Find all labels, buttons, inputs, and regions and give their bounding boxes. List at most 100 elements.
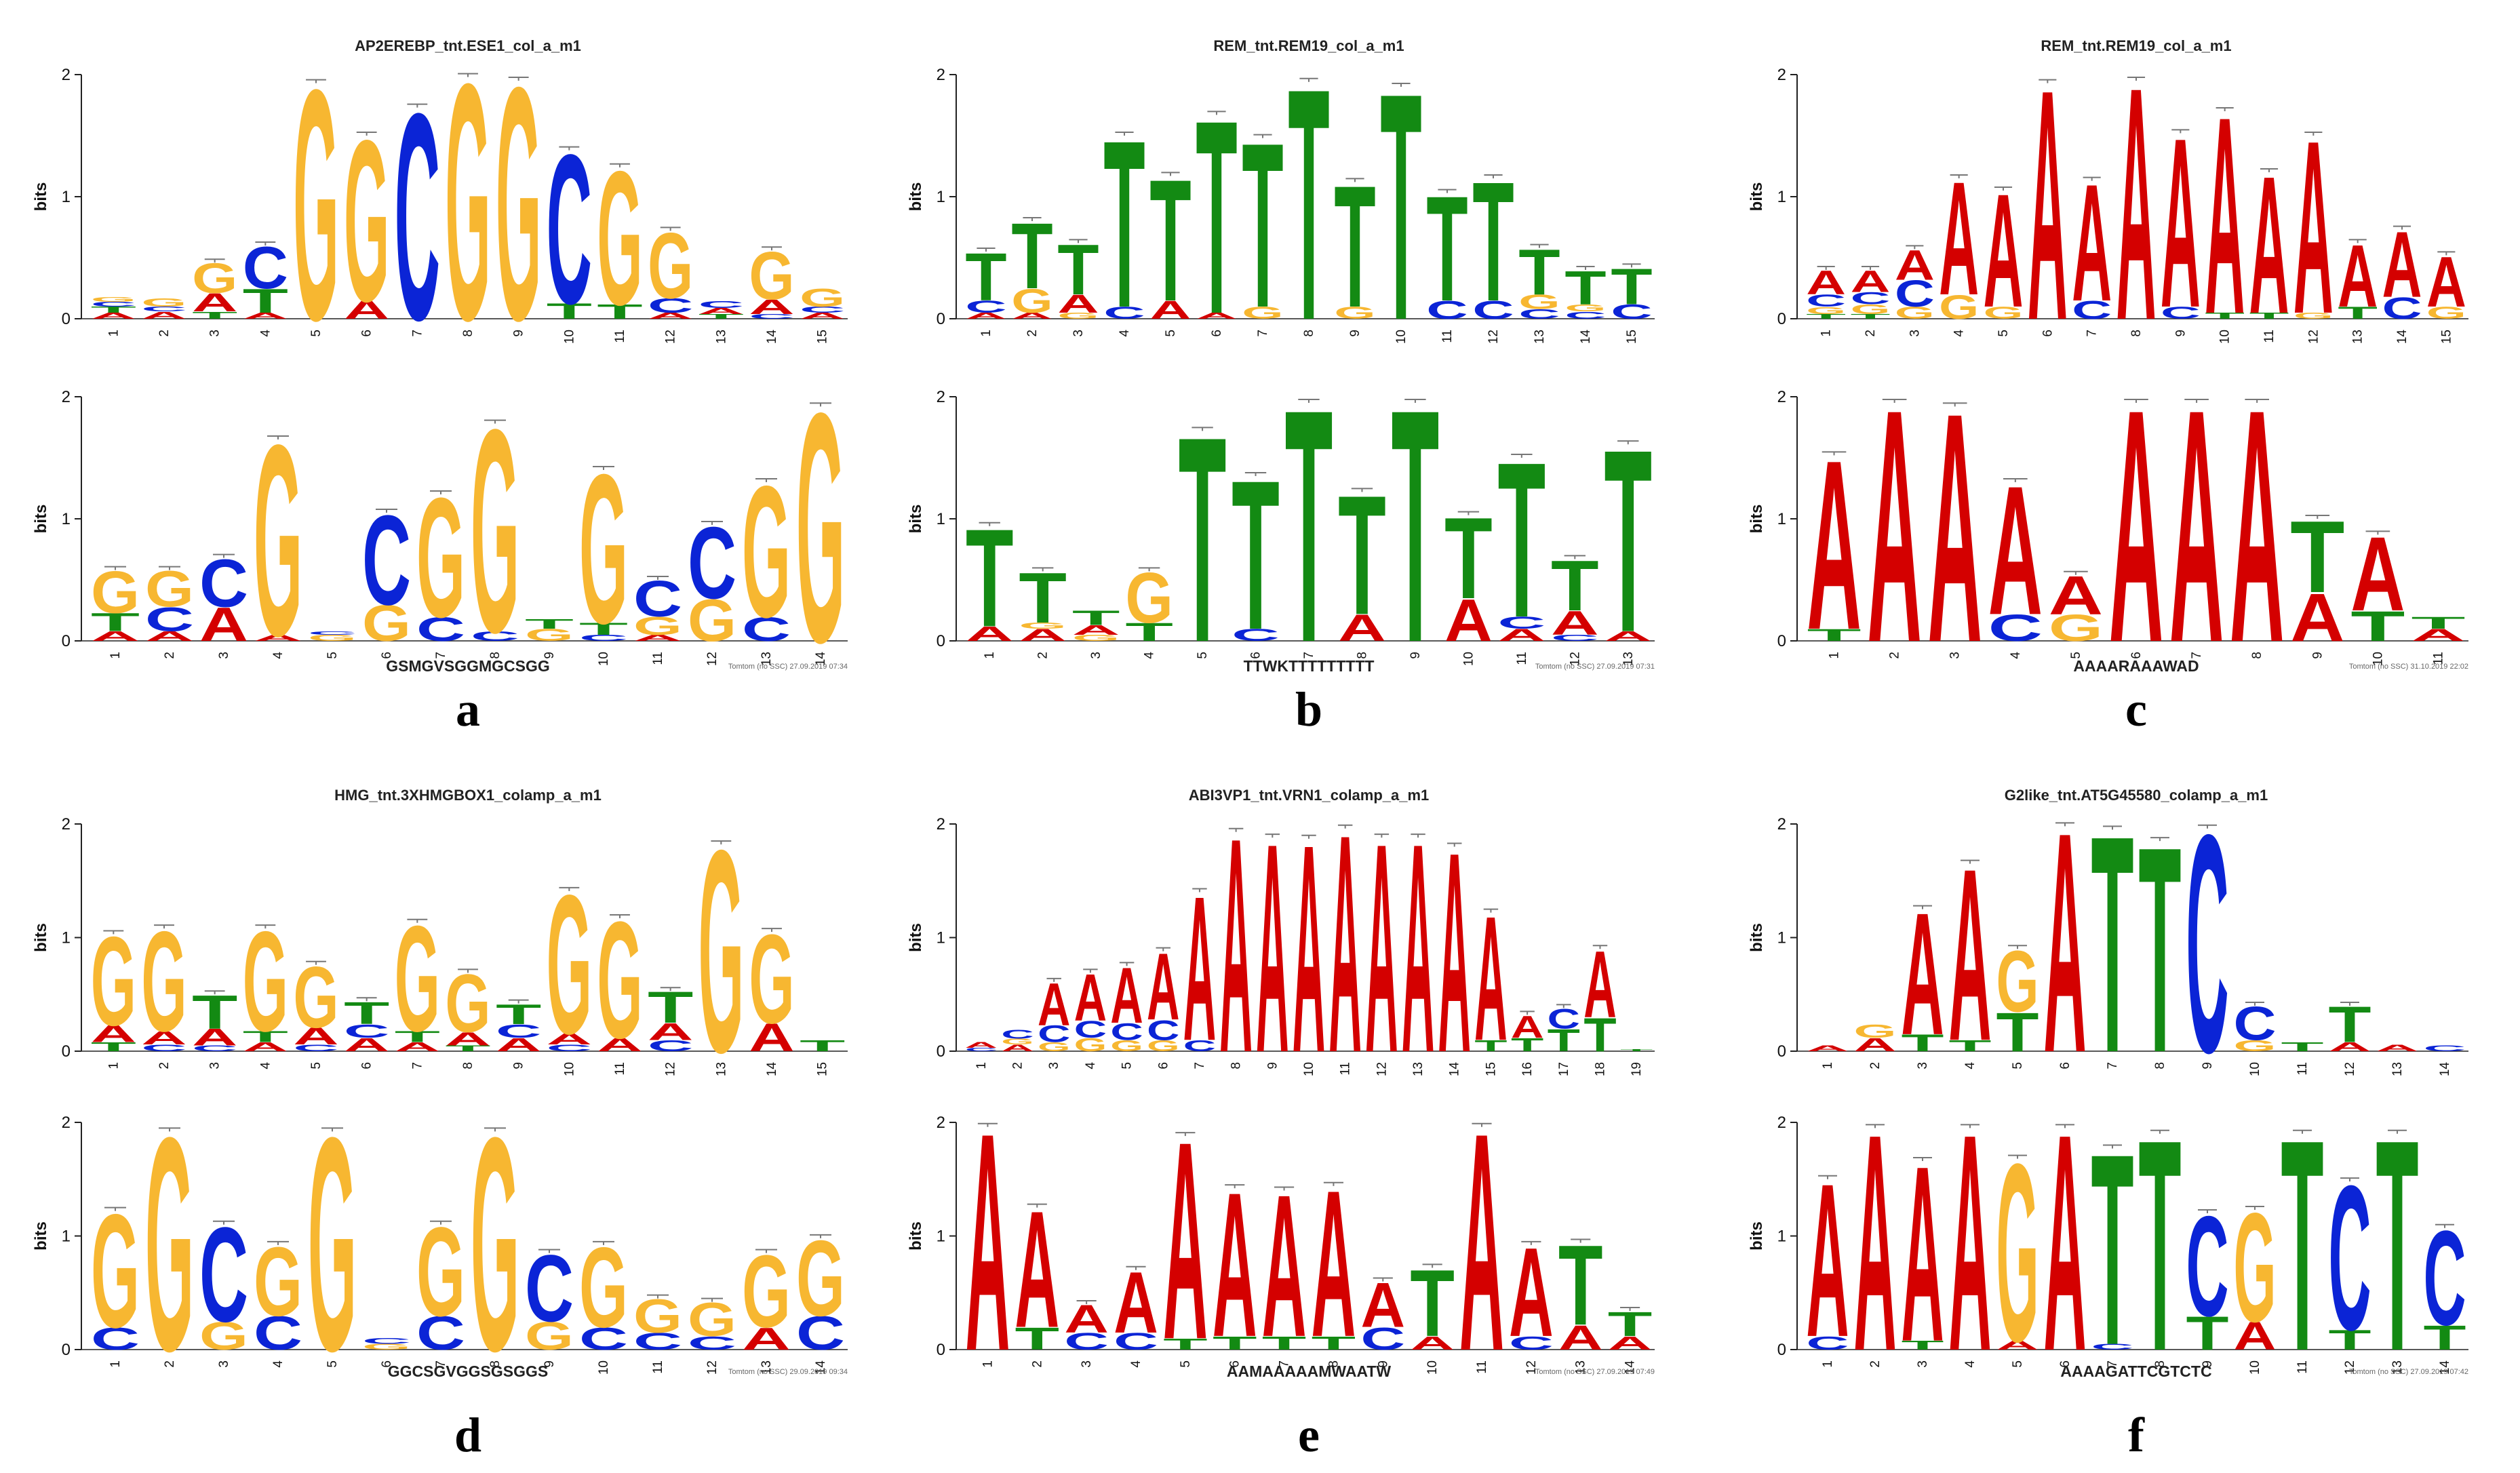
logo-letter-A: A [1015,1177,1060,1363]
logo-letter-T: T [1604,396,1652,687]
logo-letter-A: A [800,311,845,321]
logo-letter-G: G [362,595,411,652]
position-label: 9 [2310,652,2325,659]
position-label: 2 [1030,1360,1044,1368]
logo-letter-T: T [2411,613,2465,632]
position-label: 6 [360,1062,374,1069]
position-label: 3 [1916,1062,1930,1069]
position-label: 6 [2129,652,2144,659]
logo-letter-C: C [293,1043,338,1054]
logo-letter-G: G [2234,1181,2277,1354]
y-tick-label: 0 [937,1042,945,1061]
logo-letter-A: A [1110,952,1143,1040]
logo-letter-G: G [633,612,682,640]
position-label: 8 [2153,1062,2167,1069]
position-label: 14 [1623,1360,1638,1375]
position-label: 9 [1376,1360,1390,1368]
y-axis-label: bits [1748,182,1766,212]
position-label: 10 [1461,652,1476,666]
logo-letter-G: G [145,561,194,618]
y-axis-label: bits [32,505,50,534]
logo-letter-C: C [1426,296,1468,324]
logo-letter-C: C [1851,288,1891,307]
position-label: 15 [1625,330,1639,344]
logo-letter-G: G [91,1181,140,1362]
position-label: 11 [1339,1062,1353,1076]
logo-letter-T: T [800,1037,845,1055]
logo-letter-T: T [1196,63,1237,372]
position-label: 8 [1355,652,1369,659]
logo-letter-T: T [192,309,237,321]
position-label: 2 [1888,652,1902,659]
logo-letter-G: G [688,1294,736,1347]
position-label: 14 [1579,330,1593,345]
logo-letter-C: C [199,1200,248,1350]
logo-letter-T: T [1996,1001,2039,1063]
logo-letter-A: A [2249,136,2289,355]
logo-letter-T: T [2186,1306,2229,1360]
logo-letter-C: C [1988,607,2043,649]
position-label: 13 [760,1360,774,1375]
tomtom-label: Tomtom (no SSC) 27.09.2019 07:42 [2349,1368,2468,1376]
logo-letter-G: G [192,255,237,302]
logo-letter-T: T [1949,1037,1992,1055]
position-label: 11 [2262,330,2277,343]
logo-letter-G: G [648,214,693,319]
position-label: 1 [1821,1360,1835,1368]
position-label: 8 [2129,330,2144,337]
position-label: 9 [1265,1062,1280,1069]
logo-letter-C: C [579,1321,628,1356]
position-label: 12 [1375,1062,1389,1076]
y-tick-label: 0 [937,310,945,328]
logo-letter-T: T [91,608,140,637]
y-tick-label: 0 [937,632,945,650]
position-label: 10 [1302,1062,1316,1076]
position-label: 5 [1996,330,2011,337]
logo-letter-A: A [2161,87,2201,357]
logo-letter-A: A [243,311,288,321]
logo-letter-C: C [648,1037,693,1055]
logo-letter-A: A [1213,1150,1257,1380]
position-label: 13 [1574,1360,1588,1375]
logo-letter-T: T [1410,1251,1455,1356]
logo-letter-T: T [91,1040,136,1054]
logo-letter-C: C [1895,273,1935,315]
logo-letter-T: T [2281,1078,2324,1414]
logo-letter-T: T [648,983,693,1033]
logo-letter-A: A [1293,784,1325,1115]
logo-letter-T: T [2091,772,2134,1118]
position-label: 9 [2201,1360,2215,1368]
logo-letter-T: T [395,1027,440,1045]
logo-letter-T: T [2376,1078,2419,1414]
logo-letter-C: C [1183,1037,1216,1055]
logo-letter-T: T [1392,341,1440,711]
logo-letter-A: A [1262,1152,1307,1379]
position-label: 7 [1278,1360,1292,1368]
logo-letter-T: T [1285,341,1333,711]
logo-letter-G: G [579,430,628,668]
y-tick-label: 1 [1777,1228,1786,1246]
logo-letter-A: A [1807,411,1861,681]
position-label: 3 [208,330,222,337]
position-label: 9 [2173,330,2188,337]
y-tick-label: 0 [1777,310,1786,328]
y-axis-label: bits [32,923,50,952]
panel-title: HMG_tnt.3XHMGBOX1_colamp_a_m1 [334,787,602,804]
position-label: 4 [258,330,273,337]
logo-letter-C: C [145,600,194,638]
position-label: 6 [360,330,374,337]
logo-letter-A: A [192,1024,237,1050]
logo-letter-G: G [1939,288,1979,326]
logo-letter-T: T [1564,262,1606,315]
logo-letter-A: A [1163,1082,1208,1398]
position-label: 8 [461,1062,475,1069]
position-label: 11 [613,1062,627,1076]
logo-letter-A: A [1149,296,1191,324]
y-tick-label: 1 [937,929,945,947]
logo-letter-A: A [2293,89,2334,365]
position-label: 7 [434,1360,448,1368]
position-label: 2 [1025,330,1040,337]
y-tick-label: 1 [937,510,945,528]
position-label: 7 [2190,652,2204,659]
